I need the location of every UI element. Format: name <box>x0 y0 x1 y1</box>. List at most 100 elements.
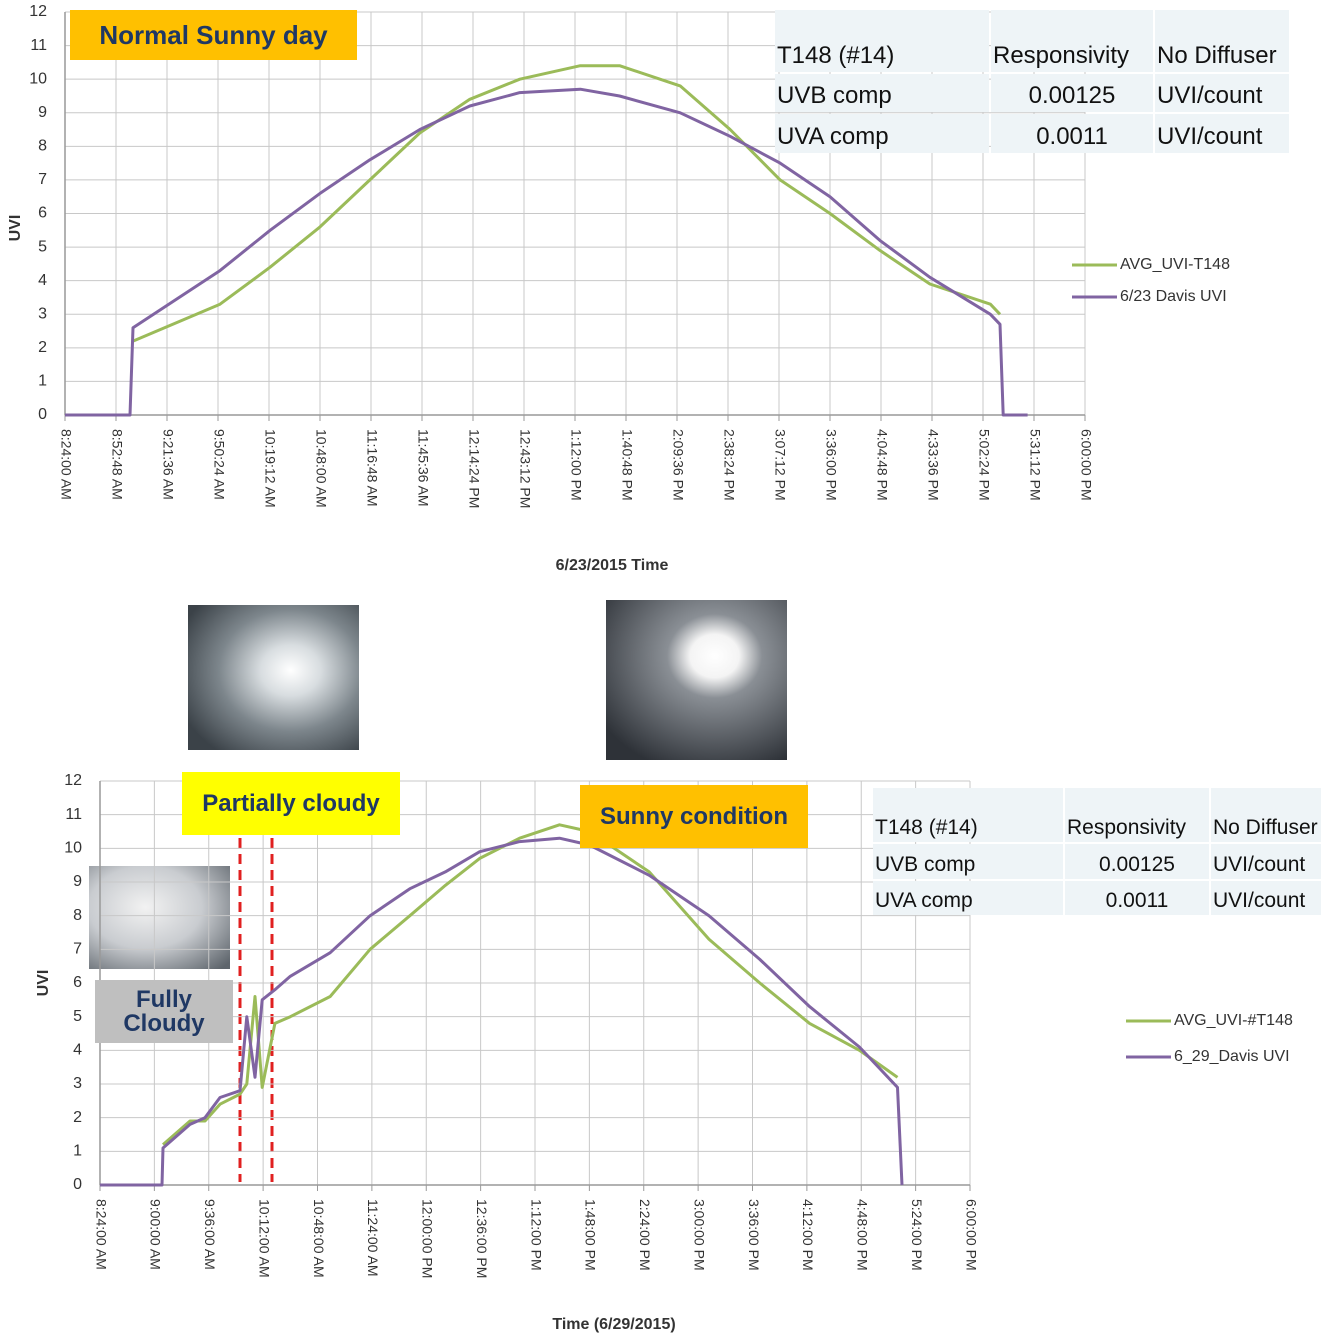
table-row: UVA comp 0.0011 UVI/count <box>775 114 1289 154</box>
x-tick-label: 2:09:36 PM <box>670 429 686 501</box>
table-row: UVB comp 0.00125 UVI/count <box>775 73 1289 113</box>
y-tick-label: 1 <box>38 373 47 390</box>
table-cell: 0.0011 <box>1065 880 1209 916</box>
x-tick-label: 1:40:48 PM <box>619 429 635 501</box>
x-tick-label: 4:12:00 PM <box>800 1199 816 1271</box>
table-cell: 0.00125 <box>1065 844 1209 879</box>
x-tick-label: 11:45:36 AM <box>415 429 431 507</box>
x-tick-label: 12:14:24 PM <box>466 429 482 508</box>
y-axis-label: UVI <box>7 215 24 242</box>
series-line <box>100 836 904 1187</box>
series-line <box>65 87 1028 417</box>
y-tick-label: 10 <box>64 840 82 857</box>
x-tick-label: 3:00:00 PM <box>691 1199 707 1271</box>
x-tick-label: 8:52:48 AM <box>109 429 125 500</box>
table-row: UVB comp 0.00125 UVI/count <box>873 844 1321 879</box>
x-tick-label: 8:24:00 AM <box>93 1199 109 1270</box>
y-tick-label: 4 <box>73 1042 82 1059</box>
y-tick-label: 12 <box>64 772 82 789</box>
annotation-box: Fully Cloudy <box>95 980 233 1043</box>
table-header-cell: T148 (#14) <box>873 788 1063 843</box>
x-tick-label: 12:43:12 PM <box>517 429 533 508</box>
annotation-box: Normal Sunny day <box>70 10 357 60</box>
y-tick-label: 11 <box>65 806 82 823</box>
y-tick-label: 2 <box>38 339 47 356</box>
x-tick-label: 1:48:00 PM <box>583 1199 599 1271</box>
responsivity-table: T148 (#14) Responsivity No Diffuser UVB com… <box>773 8 1291 155</box>
x-tick-label: 4:33:36 PM <box>925 429 941 501</box>
x-tick-label: 11:24:00 AM <box>365 1199 381 1277</box>
x-tick-label: 9:50:24 AM <box>211 429 227 500</box>
y-tick-label: 5 <box>73 1008 82 1025</box>
table-cell: UVB comp <box>775 73 989 113</box>
table-cell: UVA comp <box>775 114 989 154</box>
table-cell: UVB comp <box>873 844 1063 879</box>
x-tick-label: 2:38:24 PM <box>721 429 737 501</box>
y-tick-label: 12 <box>29 3 47 20</box>
y-tick-label: 4 <box>38 272 47 289</box>
table-header-cell: No Diffuser <box>1155 10 1289 72</box>
y-axis-label: UVI <box>35 970 52 997</box>
y-tick-label: 6 <box>73 974 82 991</box>
responsivity-table: T148 (#14) Responsivity No Diffuser UVB com… <box>871 786 1323 917</box>
x-tick-label: 11:16:48 AM <box>364 429 380 507</box>
x-tick-label: 5:24:00 PM <box>909 1199 925 1271</box>
table-cell: 0.0011 <box>991 114 1153 154</box>
x-tick-label: 10:19:12 AM <box>262 429 278 508</box>
x-tick-label: 6:00:00 PM <box>963 1199 979 1271</box>
y-tick-label: 0 <box>73 1176 82 1193</box>
x-tick-label: 6:00:00 PM <box>1078 429 1094 501</box>
table-header-cell: Responsivity <box>991 10 1153 72</box>
y-tick-label: 7 <box>73 941 82 958</box>
x-tick-label: 2:24:00 PM <box>637 1199 653 1271</box>
x-tick-label: 4:48:00 PM <box>855 1199 871 1271</box>
x-tick-label: 1:12:00 PM <box>528 1199 544 1271</box>
table-header-row: T148 (#14) Responsivity No Diffuser <box>873 788 1321 843</box>
y-tick-label: 9 <box>38 104 47 121</box>
x-axis-label: 6/23/2015 Time <box>556 557 669 574</box>
x-tick-label: 5:02:24 PM <box>976 429 992 501</box>
x-tick-label: 4:04:48 PM <box>874 429 890 501</box>
table-cell: UVI/count <box>1211 844 1321 879</box>
y-tick-label: 5 <box>38 238 47 255</box>
y-tick-label: 8 <box>38 138 47 155</box>
y-tick-label: 3 <box>73 1075 82 1092</box>
y-tick-label: 7 <box>38 171 47 188</box>
x-tick-label: 10:48:00 AM <box>313 429 329 508</box>
photo-sunny-sky <box>606 600 787 760</box>
x-tick-label: 3:36:00 PM <box>746 1199 762 1271</box>
table-header-row: T148 (#14) Responsivity No Diffuser <box>775 10 1289 72</box>
x-tick-label: 12:36:00 PM <box>474 1199 490 1278</box>
annotation-box: Partially cloudy <box>182 772 400 835</box>
x-tick-label: 10:48:00 AM <box>311 1199 327 1278</box>
table-header-cell: No Diffuser <box>1211 788 1321 843</box>
y-tick-label: 2 <box>73 1109 82 1126</box>
table-header-cell: Responsivity <box>1065 788 1209 843</box>
x-tick-label: 1:12:00 PM <box>568 429 584 501</box>
y-tick-label: 10 <box>29 70 47 87</box>
y-tick-label: 6 <box>38 205 47 222</box>
x-tick-label: 9:36:00 AM <box>202 1199 218 1270</box>
x-tick-label: 10:12:00 AM <box>256 1199 272 1278</box>
x-tick-label: 3:07:12 PM <box>772 429 788 501</box>
x-tick-label: 9:21:36 AM <box>160 429 176 500</box>
y-tick-label: 1 <box>73 1143 82 1160</box>
x-tick-label: 8:24:00 AM <box>58 429 74 500</box>
table-cell: 0.00125 <box>991 73 1153 113</box>
table-cell: UVI/count <box>1155 114 1289 154</box>
y-tick-label: 11 <box>30 37 47 54</box>
photo-cloudy-sky <box>89 866 230 969</box>
legend-label: 6_29_Davis UVI <box>1174 1048 1290 1065</box>
table-cell: UVA comp <box>873 880 1063 916</box>
series-line <box>162 823 899 1146</box>
table-cell: UVI/count <box>1155 73 1289 113</box>
x-tick-label: 9:00:00 AM <box>148 1199 164 1270</box>
x-tick-label: 5:31:12 PM <box>1027 429 1043 501</box>
table-row: UVA comp 0.0011 UVI/count <box>873 880 1321 916</box>
series-line <box>132 64 1002 343</box>
annotation-box: Sunny condition <box>580 785 808 848</box>
table-header-cell: T148 (#14) <box>775 10 989 72</box>
legend-label: 6/23 Davis UVI <box>1120 288 1227 305</box>
legend-label: AVG_UVI-#T148 <box>1174 1012 1293 1029</box>
